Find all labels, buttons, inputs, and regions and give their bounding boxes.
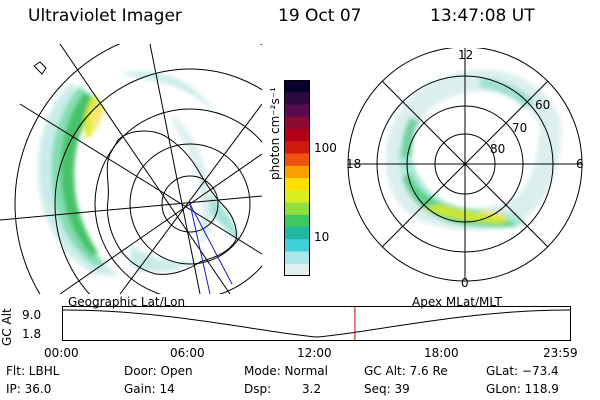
- colorbar-band: [284, 165, 310, 179]
- filter-info: Flt: LBHL: [6, 364, 60, 378]
- lat-label-70: 70: [512, 121, 528, 135]
- altitude-ytick-bottom: 1.8: [22, 327, 42, 341]
- mlt-label-12: 12: [458, 48, 474, 62]
- colorbar-units: photon cm⁻²s⁻¹: [268, 87, 282, 180]
- colorbar-band: [284, 104, 310, 118]
- colorbar-band: [284, 153, 310, 167]
- colorbar-band: [284, 227, 310, 240]
- colorbar-tick-100: 100: [314, 141, 337, 155]
- altitude-ylabel: GC Alt: [0, 308, 14, 346]
- dsp-value: 3.2: [302, 382, 322, 396]
- colorbar-band: [284, 178, 310, 191]
- gc-alt-info: GC Alt: 7.6 Re: [364, 364, 448, 378]
- glat-info: GLat: −73.4: [486, 364, 559, 378]
- magnetic-dial: [347, 48, 583, 282]
- altitude-plot: [62, 306, 571, 341]
- lat-label-80: 80: [490, 142, 506, 156]
- left-map-caption: Geographic Lat/Lon: [68, 295, 186, 309]
- seq-info: Seq: 39: [364, 382, 410, 396]
- colorbar-band: [284, 214, 310, 228]
- instrument-title: Ultraviolet Imager: [28, 6, 182, 26]
- date-label: 19 Oct 07: [278, 6, 362, 26]
- colorbar-band: [284, 80, 310, 93]
- colorbar-band: [284, 239, 310, 252]
- lat-label-60: 60: [535, 98, 551, 112]
- colorbar-band: [284, 116, 310, 130]
- altitude-xtick-1: 06:00: [170, 346, 205, 360]
- altitude-xtick-2: 12:00: [297, 346, 332, 360]
- time-label: 13:47:08 UT: [430, 6, 535, 26]
- geographic-map: [0, 44, 262, 294]
- colorbar-tick-10: 10: [314, 230, 330, 244]
- altitude-curve: [63, 309, 571, 338]
- altitude-xtick-4: 23:59: [543, 346, 578, 360]
- mlt-label-0: 0: [461, 276, 469, 290]
- dsp-label: Dsp:: [244, 382, 272, 396]
- colorbar-band: [284, 251, 310, 265]
- mode-info: Mode: Normal: [244, 364, 328, 378]
- ip-info: IP: 36.0: [6, 382, 52, 396]
- right-map-caption: Apex MLat/MLT: [412, 295, 502, 309]
- door-info: Door: Open: [124, 364, 193, 378]
- altitude-ytick-top: 9.0: [22, 308, 42, 322]
- altitude-xtick-3: 18:00: [424, 346, 459, 360]
- colorbar-band: [284, 92, 310, 105]
- mlt-label-18: 18: [346, 157, 362, 171]
- colorbar-band: [284, 141, 310, 154]
- aurora-oval-magnetic: [386, 68, 562, 231]
- altitude-xtick-0: 00:00: [44, 346, 79, 360]
- glon-info: GLon: 118.9: [486, 382, 559, 396]
- gain-info: Gain: 14: [124, 382, 175, 396]
- colorbar: [284, 80, 310, 276]
- colorbar-band: [284, 263, 310, 276]
- colorbar-band: [284, 202, 310, 216]
- colorbar-band: [284, 190, 310, 203]
- mlt-label-6: 6: [576, 157, 584, 171]
- colorbar-band: [284, 129, 310, 142]
